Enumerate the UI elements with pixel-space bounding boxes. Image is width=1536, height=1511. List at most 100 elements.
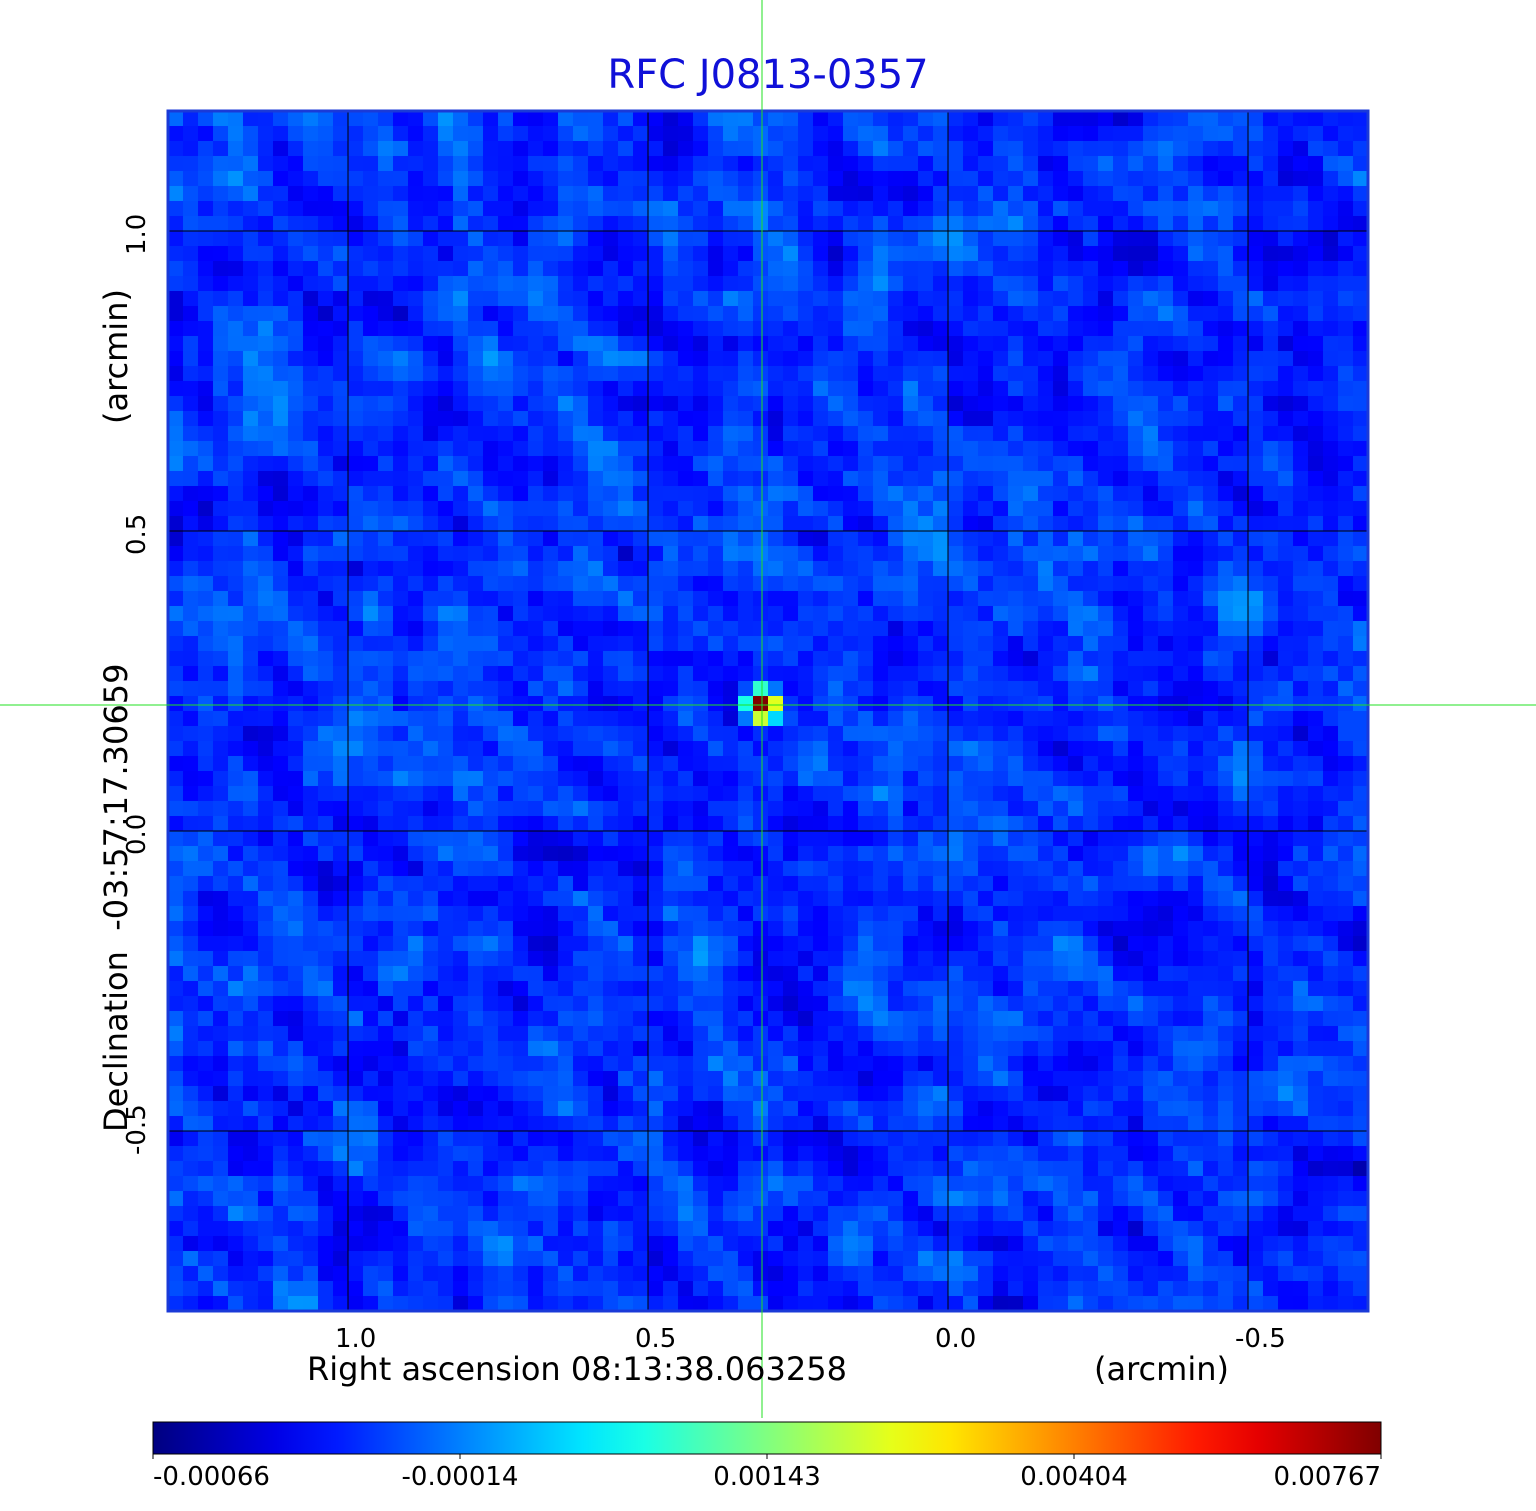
heatmap-cell — [558, 1011, 574, 1027]
heatmap-cell — [618, 531, 634, 547]
heatmap-cell — [798, 201, 814, 217]
heatmap-cell — [948, 411, 964, 427]
heatmap-cell — [1113, 891, 1129, 907]
heatmap-cell — [1113, 591, 1129, 607]
heatmap-cell — [903, 861, 919, 877]
heatmap-cell — [363, 111, 379, 127]
heatmap-cell — [273, 981, 289, 997]
heatmap-cell — [873, 666, 889, 682]
heatmap-cell — [393, 216, 409, 232]
heatmap-cell — [258, 831, 274, 847]
heatmap-cell — [213, 171, 229, 187]
heatmap-cell — [318, 141, 334, 157]
heatmap-cell — [1098, 516, 1114, 532]
heatmap-cell — [213, 321, 229, 337]
heatmap-cell — [378, 891, 394, 907]
heatmap-cell — [573, 201, 589, 217]
heatmap-cell — [663, 1041, 679, 1057]
heatmap-cell — [1263, 246, 1279, 262]
heatmap-cell — [348, 756, 364, 772]
heatmap-cell — [243, 516, 259, 532]
heatmap-cell — [1323, 936, 1339, 952]
heatmap-cell — [1173, 951, 1189, 967]
heatmap-cell — [843, 561, 859, 577]
heatmap-cell — [1098, 741, 1114, 757]
heatmap-cell — [843, 501, 859, 517]
heatmap-cell — [888, 471, 904, 487]
heatmap-cell — [363, 411, 379, 427]
heatmap-cell — [618, 381, 634, 397]
heatmap-cell — [708, 831, 724, 847]
heatmap-cell — [783, 366, 799, 382]
heatmap-cell — [663, 456, 679, 472]
heatmap-cell — [183, 396, 199, 412]
heatmap-cell — [303, 906, 319, 922]
heatmap-cell — [828, 246, 844, 262]
heatmap-cell — [888, 726, 904, 742]
heatmap-cell — [1203, 816, 1219, 832]
heatmap-cell — [558, 816, 574, 832]
heatmap-cell — [1053, 726, 1069, 742]
heatmap-cell — [1248, 441, 1264, 457]
heatmap-cell — [528, 336, 544, 352]
heatmap-cell — [1233, 441, 1249, 457]
heatmap-cell — [978, 891, 994, 907]
heatmap-cell — [333, 1026, 349, 1042]
heatmap-cell — [648, 666, 664, 682]
heatmap-cell — [423, 726, 439, 742]
heatmap-cell — [423, 186, 439, 202]
heatmap-cell — [1323, 996, 1339, 1012]
heatmap-cell — [1143, 411, 1159, 427]
heatmap-cell — [1203, 846, 1219, 862]
heatmap-cell — [1323, 981, 1339, 997]
heatmap-cell — [1353, 411, 1369, 427]
heatmap-cell — [573, 666, 589, 682]
heatmap-cell — [903, 636, 919, 652]
heatmap-cell — [723, 681, 739, 697]
heatmap-cell — [498, 516, 514, 532]
heatmap-cell — [828, 636, 844, 652]
heatmap-cell — [378, 171, 394, 187]
heatmap-cell — [633, 441, 649, 457]
heatmap-cell — [963, 291, 979, 307]
heatmap-cell — [1083, 801, 1099, 817]
heatmap-cell — [1128, 261, 1144, 277]
heatmap-cell — [1068, 561, 1084, 577]
heatmap-cell — [1278, 816, 1294, 832]
heatmap-cell — [1233, 306, 1249, 322]
heatmap-cell — [573, 636, 589, 652]
heatmap-cell — [183, 336, 199, 352]
heatmap-cell — [828, 621, 844, 637]
heatmap-cell — [333, 741, 349, 757]
heatmap-cell — [948, 906, 964, 922]
heatmap-cell — [1203, 291, 1219, 307]
heatmap-cell — [828, 696, 844, 712]
heatmap-cell — [408, 726, 424, 742]
heatmap-cell — [948, 501, 964, 517]
heatmap-cell — [738, 516, 754, 532]
heatmap-cell — [693, 861, 709, 877]
heatmap-cell — [423, 981, 439, 997]
heatmap-cell — [1323, 876, 1339, 892]
heatmap-cell — [1038, 306, 1054, 322]
heatmap-cell — [468, 201, 484, 217]
heatmap-cell — [363, 696, 379, 712]
heatmap-cell — [918, 231, 934, 247]
heatmap-cell — [603, 516, 619, 532]
heatmap-cell — [873, 291, 889, 307]
heatmap-cell — [198, 996, 214, 1012]
heatmap-cell — [228, 636, 244, 652]
heatmap-cell — [1098, 381, 1114, 397]
heatmap-cell — [603, 111, 619, 127]
heatmap-cell — [873, 606, 889, 622]
heatmap-cell — [498, 621, 514, 637]
heatmap-cell — [393, 786, 409, 802]
heatmap-cell — [738, 111, 754, 127]
heatmap-cell — [558, 261, 574, 277]
heatmap-cell — [888, 456, 904, 472]
heatmap-cell — [708, 111, 724, 127]
heatmap-cell — [753, 891, 769, 907]
heatmap-cell — [483, 546, 499, 562]
heatmap-cell — [468, 276, 484, 292]
heatmap-cell — [798, 936, 814, 952]
